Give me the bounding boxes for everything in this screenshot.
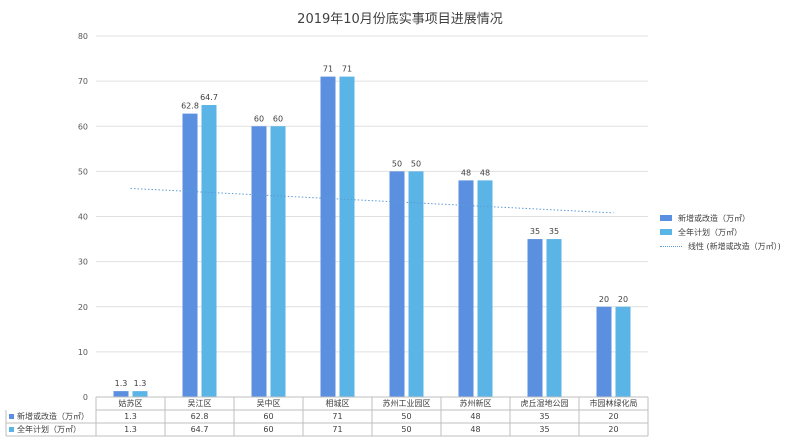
data-label: 48 [461, 168, 471, 177]
legend-swatch-series-2 [660, 229, 672, 235]
data-label: 50 [411, 159, 421, 168]
data-label: 1.3 [134, 379, 147, 388]
data-label: 20 [599, 295, 609, 304]
y-tick-label: 60 [78, 122, 88, 131]
data-label: 60 [273, 114, 283, 123]
bar [201, 105, 217, 397]
data-label: 64.7 [200, 93, 218, 102]
x-tick-label: 市园林绿化局 [590, 398, 638, 408]
table-cell: 35 [539, 425, 549, 434]
table-cell: 48 [470, 425, 480, 434]
data-label: 1.3 [115, 379, 128, 388]
trendline [130, 187, 614, 214]
bar [389, 171, 405, 397]
bar [182, 113, 198, 398]
data-label: 50 [392, 159, 402, 168]
bar [339, 76, 355, 398]
data-label: 35 [530, 227, 540, 236]
bar [270, 126, 286, 397]
legend-label-trendline: 线性 (新增或改造（万㎡）) [688, 241, 781, 251]
table-cell: 50 [401, 412, 411, 421]
bar [615, 306, 631, 397]
x-tick-label: 吴中区 [257, 398, 281, 408]
y-tick-label: 70 [78, 77, 88, 86]
table-cell: 20 [608, 425, 618, 434]
legend-item-series-1: 新增或改造（万㎡） [660, 212, 781, 224]
table-row-swatch [9, 414, 14, 419]
data-label: 62.8 [181, 102, 199, 111]
x-tick-label: 吴江区 [188, 399, 212, 408]
y-tick-label: 80 [78, 32, 88, 41]
legend-label-series-2: 全年计划（万㎡） [678, 227, 742, 237]
table-cell: 64.7 [191, 425, 209, 434]
chart-title: 2019年10月份底实事项目进展情况 [297, 12, 503, 27]
table-row-swatch [9, 427, 14, 432]
table-cell: 71 [332, 412, 342, 421]
bar [320, 76, 336, 398]
y-tick-label: 50 [78, 167, 88, 176]
table-cell: 1.3 [124, 412, 137, 421]
y-tick-label: 0 [83, 393, 88, 402]
bar [546, 239, 562, 397]
data-label: 20 [618, 295, 628, 304]
table-cell: 71 [332, 425, 342, 434]
table-cell: 50 [401, 425, 411, 434]
y-tick-label: 30 [78, 258, 88, 267]
data-label: 48 [480, 168, 490, 177]
x-tick-label: 苏州新区 [460, 398, 492, 408]
table-cell: 35 [539, 412, 549, 421]
bar [458, 180, 474, 397]
legend-line-trendline [660, 245, 682, 247]
y-tick-label: 40 [78, 213, 88, 222]
table-row-label: 全年计划（万㎡） [17, 424, 81, 434]
bar [527, 239, 543, 397]
table-cell: 60 [263, 412, 273, 421]
x-tick-label: 相城区 [326, 398, 350, 408]
legend-swatch-series-1 [660, 215, 672, 221]
data-label: 71 [323, 65, 333, 74]
y-tick-label: 10 [78, 348, 88, 357]
chart-legend: 新增或改造（万㎡） 全年计划（万㎡） 线性 (新增或改造（万㎡）) [660, 212, 781, 254]
bar [251, 126, 267, 397]
y-tick-label: 20 [78, 303, 88, 312]
table-cell: 60 [263, 425, 273, 434]
table-row-label: 新增或改造（万㎡） [17, 411, 89, 421]
x-tick-label: 虎丘湿地公园 [521, 398, 569, 408]
bar [113, 391, 129, 397]
bar [596, 306, 612, 397]
data-label: 71 [342, 65, 352, 74]
table-cell: 1.3 [124, 425, 137, 434]
data-label: 35 [549, 227, 559, 236]
x-tick-label: 姑苏区 [119, 398, 143, 408]
x-tick-label: 苏州工业园区 [383, 398, 431, 408]
legend-item-trendline: 线性 (新增或改造（万㎡）) [660, 240, 781, 252]
table-cell: 62.8 [191, 412, 209, 421]
legend-item-series-2: 全年计划（万㎡） [660, 226, 781, 238]
data-label: 60 [254, 114, 264, 123]
bar [408, 171, 424, 397]
table-cell: 48 [470, 412, 480, 421]
bar [132, 391, 148, 397]
table-cell: 20 [608, 412, 618, 421]
bar [477, 180, 493, 397]
legend-label-series-1: 新增或改造（万㎡） [678, 213, 750, 223]
